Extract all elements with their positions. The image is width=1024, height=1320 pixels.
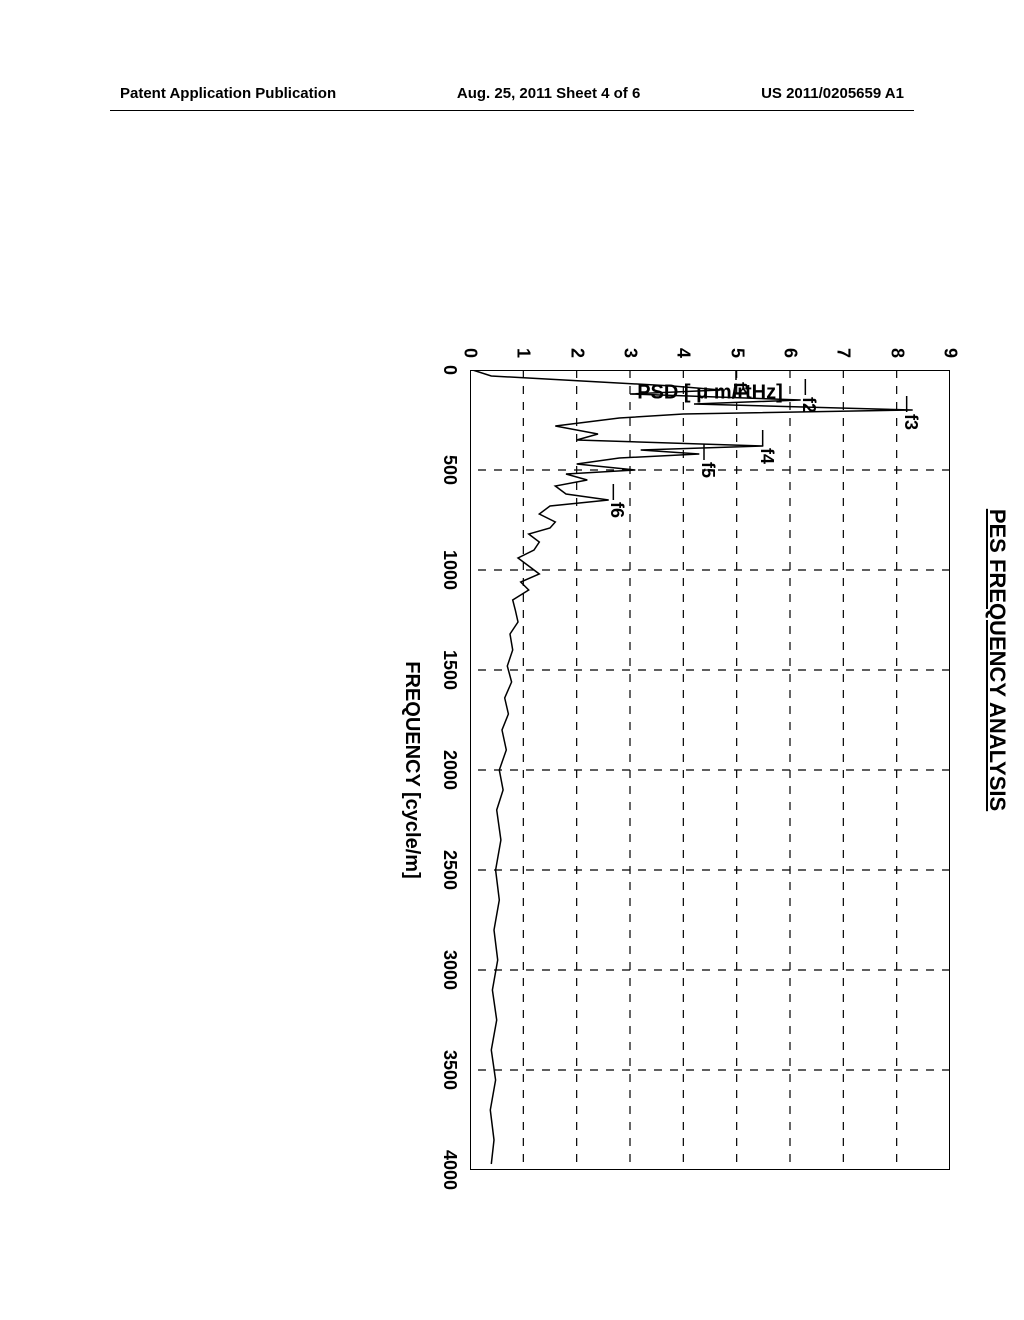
y-tick-label: 7 xyxy=(833,348,854,358)
y-tick-label: 0 xyxy=(460,348,481,358)
header-center: Aug. 25, 2011 Sheet 4 of 6 xyxy=(457,85,640,102)
y-tick-label: 3 xyxy=(620,348,641,358)
x-tick-label: 3000 xyxy=(439,950,460,990)
x-tick-label: 3500 xyxy=(439,1050,460,1090)
y-tick-label: 6 xyxy=(780,348,801,358)
y-tick-label: 1 xyxy=(513,348,534,358)
peak-label: f4 xyxy=(756,448,777,464)
plot-area: PSD [ μ m/rtHz] FREQUENCY [cycle/m] 0123… xyxy=(470,370,950,1170)
x-tick-label: 2000 xyxy=(439,750,460,790)
page-header: Patent Application Publication Aug. 25, … xyxy=(0,85,1024,102)
x-axis-label: FREQUENCY [cycle/m] xyxy=(400,661,423,878)
chart-title: PES FREQUENCY ANALYSIS xyxy=(984,509,1010,811)
peak-label: f6 xyxy=(606,502,627,518)
figure-container: FIG. 4 PES FREQUENCY ANALYSIS PSD [ μ m/… xyxy=(30,290,990,1030)
x-tick-label: 500 xyxy=(439,455,460,485)
x-tick-label: 4000 xyxy=(439,1150,460,1190)
header-left: Patent Application Publication xyxy=(120,85,336,102)
y-tick-label: 5 xyxy=(726,348,747,358)
header-right: US 2011/0205659 A1 xyxy=(761,85,904,102)
peak-label: f3 xyxy=(900,414,921,430)
peak-label: f5 xyxy=(697,462,718,478)
x-tick-label: 1500 xyxy=(439,650,460,690)
y-tick-label: 9 xyxy=(940,348,961,358)
x-tick-label: 0 xyxy=(439,365,460,375)
y-tick-label: 2 xyxy=(566,348,587,358)
peak-label: f1 xyxy=(729,382,750,398)
x-tick-label: 2500 xyxy=(439,850,460,890)
plot-svg xyxy=(470,370,950,1170)
y-tick-label: 4 xyxy=(673,348,694,358)
header-rule xyxy=(110,110,914,111)
peak-label: f2 xyxy=(798,397,819,413)
x-tick-label: 1000 xyxy=(439,550,460,590)
y-tick-label: 8 xyxy=(886,348,907,358)
